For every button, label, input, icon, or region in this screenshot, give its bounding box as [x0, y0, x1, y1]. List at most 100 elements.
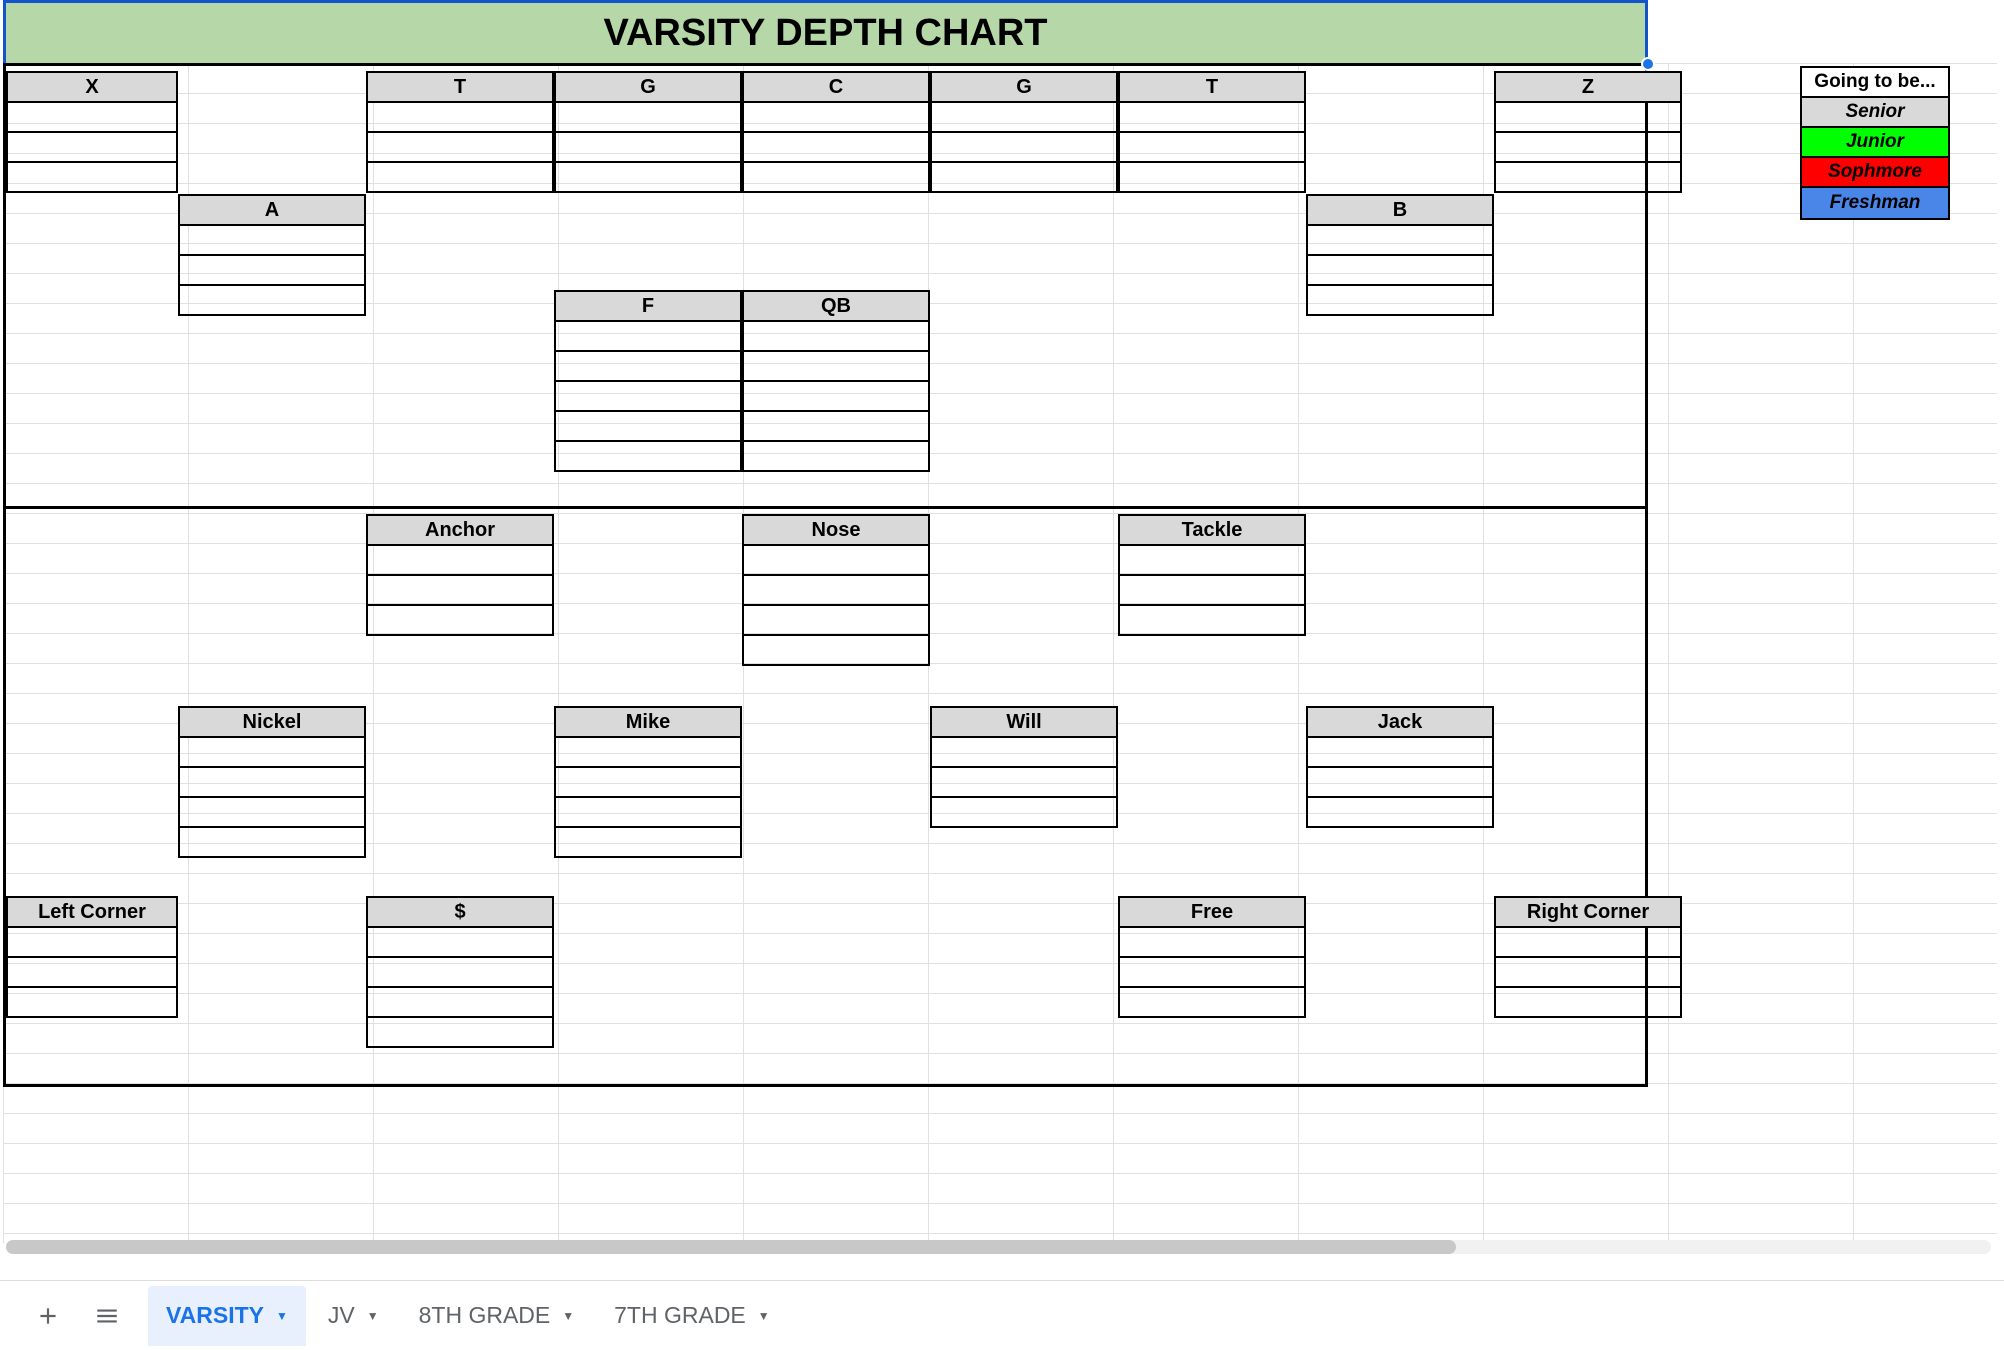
depth-slot[interactable] — [1120, 546, 1304, 576]
depth-slot[interactable] — [1120, 133, 1304, 163]
position-g2[interactable]: G — [930, 71, 1118, 193]
position-f[interactable]: F — [554, 290, 742, 472]
depth-slot[interactable] — [8, 958, 176, 988]
depth-slot[interactable] — [1308, 256, 1492, 286]
depth-slot[interactable] — [556, 442, 740, 472]
depth-slot[interactable] — [932, 798, 1116, 828]
depth-slot[interactable] — [368, 606, 552, 636]
depth-slot[interactable] — [1120, 958, 1304, 988]
depth-slot[interactable] — [1308, 226, 1492, 256]
depth-slot[interactable] — [1496, 163, 1680, 193]
depth-slot[interactable] — [556, 163, 740, 193]
position-jack[interactable]: Jack — [1306, 706, 1494, 828]
position-t2[interactable]: T — [1118, 71, 1306, 193]
depth-slot[interactable] — [180, 828, 364, 858]
scrollbar-thumb[interactable] — [6, 1240, 1456, 1254]
depth-slot[interactable] — [1496, 958, 1680, 988]
sheet-tab-8th-grade[interactable]: 8TH GRADE▼ — [401, 1286, 593, 1346]
depth-slot[interactable] — [744, 352, 928, 382]
depth-slot[interactable] — [180, 226, 364, 256]
selection-handle[interactable] — [1641, 57, 1655, 71]
chevron-down-icon[interactable]: ▼ — [562, 1309, 574, 1323]
depth-slot[interactable] — [556, 412, 740, 442]
position-t[interactable]: T — [366, 71, 554, 193]
sheet-tab-varsity[interactable]: VARSITY▼ — [148, 1286, 306, 1346]
position-g[interactable]: G — [554, 71, 742, 193]
depth-slot[interactable] — [744, 606, 928, 636]
depth-slot[interactable] — [180, 286, 364, 316]
depth-slot[interactable] — [1496, 133, 1680, 163]
title-cell[interactable]: VARSITY DEPTH CHART — [3, 0, 1648, 63]
depth-slot[interactable] — [368, 1018, 552, 1048]
position-nose[interactable]: Nose — [742, 514, 930, 666]
depth-slot[interactable] — [744, 636, 928, 666]
depth-slot[interactable] — [1120, 163, 1304, 193]
position-a[interactable]: A — [178, 194, 366, 316]
depth-slot[interactable] — [1496, 928, 1680, 958]
depth-slot[interactable] — [1120, 103, 1304, 133]
depth-slot[interactable] — [368, 958, 552, 988]
position-free[interactable]: Free — [1118, 896, 1306, 1018]
chevron-down-icon[interactable]: ▼ — [758, 1309, 770, 1323]
depth-slot[interactable] — [744, 412, 928, 442]
depth-slot[interactable] — [180, 798, 364, 828]
position-dollar[interactable]: $ — [366, 896, 554, 1048]
depth-slot[interactable] — [1496, 988, 1680, 1018]
depth-slot[interactable] — [8, 928, 176, 958]
depth-slot[interactable] — [556, 828, 740, 858]
depth-slot[interactable] — [932, 103, 1116, 133]
horizontal-scrollbar[interactable] — [6, 1240, 1991, 1254]
depth-slot[interactable] — [932, 163, 1116, 193]
depth-slot[interactable] — [744, 576, 928, 606]
depth-slot[interactable] — [368, 103, 552, 133]
position-qb[interactable]: QB — [742, 290, 930, 472]
position-c[interactable]: C — [742, 71, 930, 193]
sheet-tab-7th-grade[interactable]: 7TH GRADE▼ — [596, 1286, 788, 1346]
depth-slot[interactable] — [1120, 928, 1304, 958]
depth-slot[interactable] — [556, 382, 740, 412]
depth-slot[interactable] — [1120, 576, 1304, 606]
depth-slot[interactable] — [180, 738, 364, 768]
depth-slot[interactable] — [932, 738, 1116, 768]
position-b[interactable]: B — [1306, 194, 1494, 316]
depth-slot[interactable] — [932, 768, 1116, 798]
depth-slot[interactable] — [556, 798, 740, 828]
depth-slot[interactable] — [8, 988, 176, 1018]
position-anchor[interactable]: Anchor — [366, 514, 554, 636]
depth-slot[interactable] — [556, 738, 740, 768]
depth-slot[interactable] — [556, 352, 740, 382]
position-tackle[interactable]: Tackle — [1118, 514, 1306, 636]
position-z[interactable]: Z — [1494, 71, 1682, 193]
position-rightcorner[interactable]: Right Corner — [1494, 896, 1682, 1018]
sheet-tab-jv[interactable]: JV▼ — [310, 1286, 397, 1346]
depth-slot[interactable] — [180, 768, 364, 798]
depth-slot[interactable] — [368, 988, 552, 1018]
depth-slot[interactable] — [368, 133, 552, 163]
position-nickel[interactable]: Nickel — [178, 706, 366, 858]
chevron-down-icon[interactable]: ▼ — [367, 1309, 379, 1323]
position-mike[interactable]: Mike — [554, 706, 742, 858]
depth-slot[interactable] — [744, 546, 928, 576]
depth-slot[interactable] — [180, 256, 364, 286]
position-x[interactable]: X — [6, 71, 178, 193]
position-leftcorner[interactable]: Left Corner — [6, 896, 178, 1018]
depth-slot[interactable] — [744, 103, 928, 133]
position-will[interactable]: Will — [930, 706, 1118, 828]
depth-slot[interactable] — [1308, 798, 1492, 828]
depth-slot[interactable] — [744, 442, 928, 472]
depth-slot[interactable] — [368, 576, 552, 606]
depth-slot[interactable] — [368, 546, 552, 576]
depth-slot[interactable] — [744, 163, 928, 193]
depth-slot[interactable] — [1120, 606, 1304, 636]
depth-slot[interactable] — [744, 322, 928, 352]
depth-slot[interactable] — [1120, 988, 1304, 1018]
depth-slot[interactable] — [556, 103, 740, 133]
depth-slot[interactable] — [744, 133, 928, 163]
depth-slot[interactable] — [1308, 768, 1492, 798]
depth-slot[interactable] — [1308, 738, 1492, 768]
all-sheets-button[interactable] — [79, 1288, 134, 1343]
depth-slot[interactable] — [8, 103, 176, 133]
depth-slot[interactable] — [932, 133, 1116, 163]
depth-slot[interactable] — [744, 382, 928, 412]
depth-slot[interactable] — [8, 163, 176, 193]
